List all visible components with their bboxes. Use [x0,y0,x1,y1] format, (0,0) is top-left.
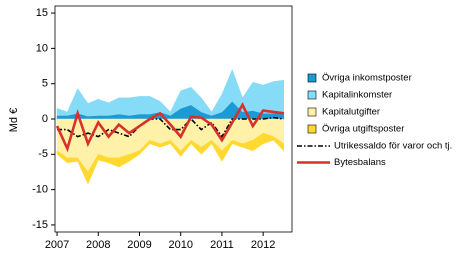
legend-label: Kapitalutgifter [322,107,380,118]
y-tick-label: 0 [42,113,48,125]
legend-swatch [307,124,317,134]
legend-label: Övriga inkomstposter [322,73,412,84]
legend-swatch [307,107,317,117]
y-tick-label: -15 [32,219,48,231]
area [56,68,285,117]
y-tick-label: 5 [42,78,48,90]
y-axis-label: Md € [8,108,20,132]
area [56,132,285,185]
y-tick-label: -5 [38,148,48,160]
y-tick-label: 15 [36,7,48,19]
x-tick-label: 2008 [86,239,110,251]
x-tick-label: 2011 [210,239,234,251]
legend-label: Utrikessaldo för varor och tj. [334,141,452,152]
y-tick-label: 10 [36,42,48,54]
x-tick-label: 2007 [45,239,69,251]
y-tick-label: -10 [32,184,48,196]
x-tick-label: 2009 [127,239,151,251]
legend-label: Övriga utgiftsposter [322,124,404,135]
legend-label: Kapitalinkomster [322,90,392,101]
legend-swatch [307,73,317,83]
legend-label: Bytesbalans [334,157,386,168]
line [57,116,284,139]
legend-swatch [307,90,317,100]
x-tick-label: 2012 [251,239,275,251]
x-tick-label: 2010 [168,239,192,251]
line [55,102,284,153]
